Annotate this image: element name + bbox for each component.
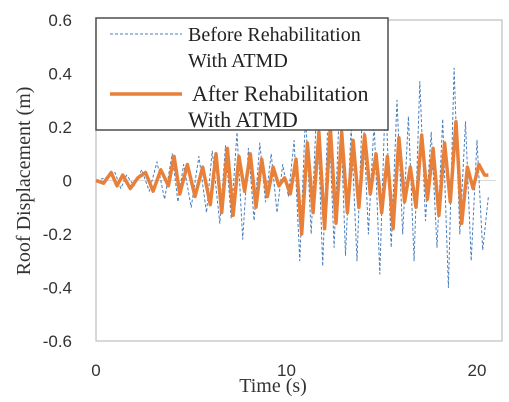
legend-label-after-line1: After Rehabilitation: [192, 81, 369, 106]
x-tick-label: 0: [91, 361, 100, 380]
x-axis-title: Time (s): [239, 375, 307, 397]
series-layer: [95, 67, 489, 288]
series-line-after-rehabilitation: [95, 119, 489, 236]
y-tick-label: 0.6: [48, 11, 72, 30]
legend: Before Rehabilitation With ATMD After Re…: [95, 17, 389, 132]
x-tick-label: 10: [277, 361, 296, 380]
y-tick-label: 0.4: [48, 65, 72, 84]
legend-label-before-line2: With ATMD: [188, 50, 288, 72]
y-tick-label: 0: [63, 172, 72, 191]
y-axis-ticks: -0.6 -0.4 -0.2 0 0.2 0.4 0.6: [43, 11, 72, 351]
x-tick-label: 20: [467, 361, 486, 380]
y-tick-label: -0.2: [43, 225, 72, 244]
y-tick-label: 0.2: [48, 118, 72, 137]
y-tick-label: -0.4: [43, 279, 72, 298]
legend-label-after-line2: With ATMD: [188, 107, 298, 132]
legend-label-before-line1: Before Rehabilitation: [188, 24, 361, 46]
legend-box: [95, 17, 389, 131]
x-axis-ticks: 0 10 20: [91, 361, 486, 380]
y-tick-label: -0.6: [43, 332, 72, 351]
y-axis-title: Roof Displacement (m): [13, 87, 35, 276]
